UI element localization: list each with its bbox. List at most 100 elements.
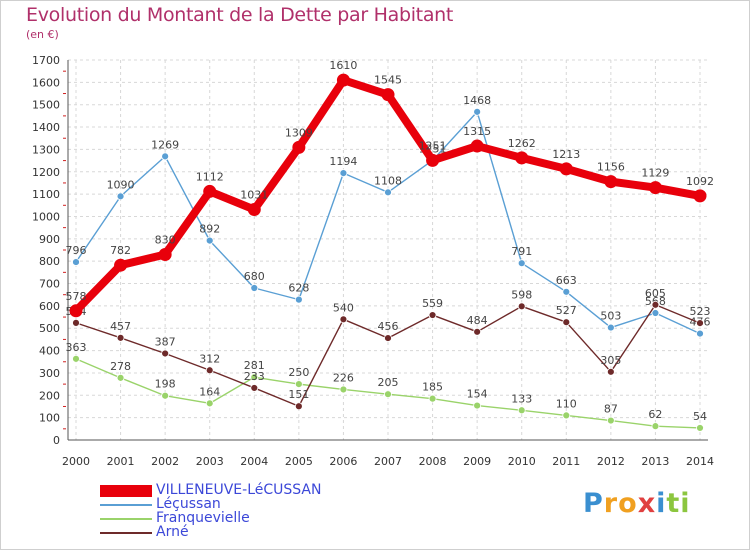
data-label: 1610 <box>329 59 357 72</box>
data-label: 62 <box>648 408 662 421</box>
data-label: 527 <box>556 304 577 317</box>
data-label: 198 <box>155 378 176 391</box>
data-point <box>294 402 303 411</box>
data-point <box>250 284 259 292</box>
data-label: 1545 <box>374 74 402 87</box>
y-tick-label: 0 <box>53 434 60 447</box>
x-tick-label: 2003 <box>196 455 224 468</box>
brand-letter: i <box>656 488 667 519</box>
x-tick-label: 2014 <box>686 455 714 468</box>
data-label: 1251 <box>419 139 447 152</box>
data-point <box>339 385 348 394</box>
legend-swatch-arne <box>100 532 152 534</box>
y-tick-label: 1600 <box>32 76 60 89</box>
data-label: 1213 <box>552 148 580 161</box>
brand-letter: i <box>680 488 691 519</box>
data-label: 559 <box>422 297 443 310</box>
data-point <box>205 236 214 245</box>
data-point <box>562 318 571 327</box>
data-label: 281 <box>244 359 265 372</box>
data-label: 1309 <box>285 126 313 139</box>
legend-label-arne: Arné <box>156 524 189 540</box>
data-point <box>384 390 392 399</box>
data-label: 312 <box>199 352 220 365</box>
chart-title: Evolution du Montant de la Dette par Hab… <box>26 4 454 26</box>
y-tick-label: 100 <box>39 412 60 425</box>
data-label: 133 <box>511 392 532 405</box>
data-label: 1129 <box>641 167 669 180</box>
data-point <box>384 334 392 342</box>
data-label: 663 <box>556 274 577 287</box>
data-point <box>515 151 529 165</box>
data-point <box>651 309 660 317</box>
data-label: 1194 <box>329 155 357 168</box>
data-label: 484 <box>467 314 488 327</box>
y-tick-label: 300 <box>39 367 60 380</box>
data-label: 87 <box>604 403 618 416</box>
legend-swatch-lecussan <box>100 504 152 506</box>
data-point <box>72 258 80 266</box>
data-point <box>651 300 660 309</box>
data-label: 523 <box>690 305 711 318</box>
data-point <box>161 152 170 161</box>
data-label: 1090 <box>107 178 135 191</box>
data-point <box>473 401 482 410</box>
chart-unit: (en €) <box>26 28 59 41</box>
data-point <box>116 333 125 342</box>
data-label: 830 <box>155 233 176 246</box>
data-label: 233 <box>244 370 265 383</box>
data-point <box>339 169 348 178</box>
data-point <box>559 162 573 176</box>
data-label: 578 <box>66 290 87 303</box>
y-tick-label: 500 <box>39 322 60 335</box>
data-point <box>69 304 83 318</box>
data-point <box>562 287 571 296</box>
data-label: 151 <box>288 388 309 401</box>
data-point <box>294 295 303 304</box>
data-label: 205 <box>378 376 399 389</box>
y-tick-label: 1500 <box>32 99 60 112</box>
data-point <box>336 73 350 87</box>
data-point <box>693 189 707 203</box>
data-point <box>562 411 571 420</box>
data-label: 1269 <box>151 138 179 151</box>
x-tick-label: 2001 <box>107 455 135 468</box>
x-tick-label: 2011 <box>552 455 580 468</box>
data-point <box>381 88 395 102</box>
data-point <box>250 373 259 382</box>
data-point <box>696 329 704 338</box>
data-point <box>517 406 526 415</box>
brand-letter: P <box>583 488 604 519</box>
data-label: 363 <box>66 341 87 354</box>
data-label: 185 <box>422 381 443 394</box>
x-tick-label: 2006 <box>329 455 357 468</box>
data-label: 110 <box>556 397 577 410</box>
x-tick-label: 2010 <box>508 455 536 468</box>
data-point <box>116 373 125 382</box>
data-point <box>294 380 303 389</box>
data-point <box>384 188 392 197</box>
data-point <box>517 259 526 268</box>
legend-label-franquevielle: Franquevielle <box>156 510 250 526</box>
x-tick-label: 2000 <box>62 455 90 468</box>
data-point <box>696 319 704 327</box>
x-tick-label: 2012 <box>597 455 625 468</box>
data-label: 164 <box>199 385 220 398</box>
data-point <box>205 366 214 375</box>
y-tick-label: 400 <box>39 345 60 358</box>
data-point <box>203 184 217 198</box>
data-label: 387 <box>155 335 176 348</box>
data-label: 1092 <box>686 175 714 188</box>
data-point <box>606 323 615 332</box>
y-tick-label: 1400 <box>32 121 60 134</box>
x-tick-label: 2002 <box>151 455 179 468</box>
data-label: 250 <box>288 366 309 379</box>
legend-label-lecussan: Léçussan <box>156 496 221 512</box>
data-label: 154 <box>467 388 488 401</box>
data-label: 628 <box>288 282 309 295</box>
data-label: 605 <box>645 287 666 300</box>
data-label: 1315 <box>463 125 491 138</box>
data-point <box>606 367 615 376</box>
data-label: 457 <box>110 320 131 333</box>
plot-area <box>68 60 708 440</box>
